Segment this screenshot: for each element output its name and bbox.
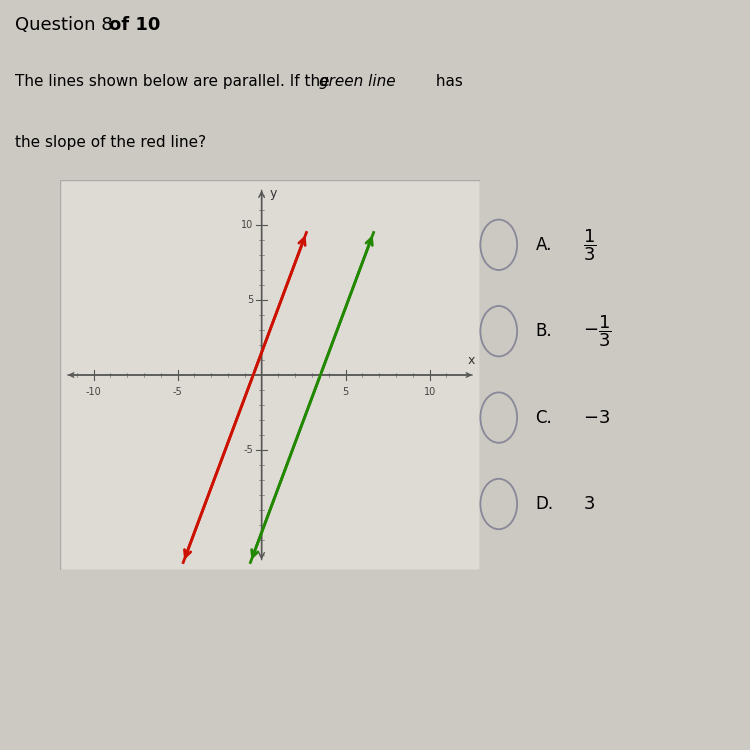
Text: -5: -5 xyxy=(244,445,254,455)
Text: -10: -10 xyxy=(86,387,101,397)
Text: $-\dfrac{1}{3}$: $-\dfrac{1}{3}$ xyxy=(583,314,611,349)
Text: 10: 10 xyxy=(241,220,254,230)
Text: A.: A. xyxy=(536,236,552,254)
Text: B.: B. xyxy=(536,322,552,340)
Text: $-3$: $-3$ xyxy=(583,409,610,427)
Text: has: has xyxy=(431,74,463,89)
Text: of 10: of 10 xyxy=(109,16,160,34)
Text: green line: green line xyxy=(319,74,395,89)
Text: The lines shown below are parallel. If the: The lines shown below are parallel. If t… xyxy=(15,74,334,89)
Text: y: y xyxy=(270,188,278,200)
Text: 5: 5 xyxy=(247,295,254,305)
Text: x: x xyxy=(468,355,476,368)
Text: 10: 10 xyxy=(424,387,436,397)
Text: D.: D. xyxy=(536,495,554,513)
Text: $\dfrac{1}{3}$: $\dfrac{1}{3}$ xyxy=(583,227,596,262)
Text: -5: -5 xyxy=(172,387,182,397)
Text: 5: 5 xyxy=(343,387,349,397)
Text: Question 8: Question 8 xyxy=(15,16,119,34)
Text: C.: C. xyxy=(536,409,552,427)
Text: the slope of the red line?: the slope of the red line? xyxy=(15,135,206,150)
Text: $3$: $3$ xyxy=(583,495,595,513)
